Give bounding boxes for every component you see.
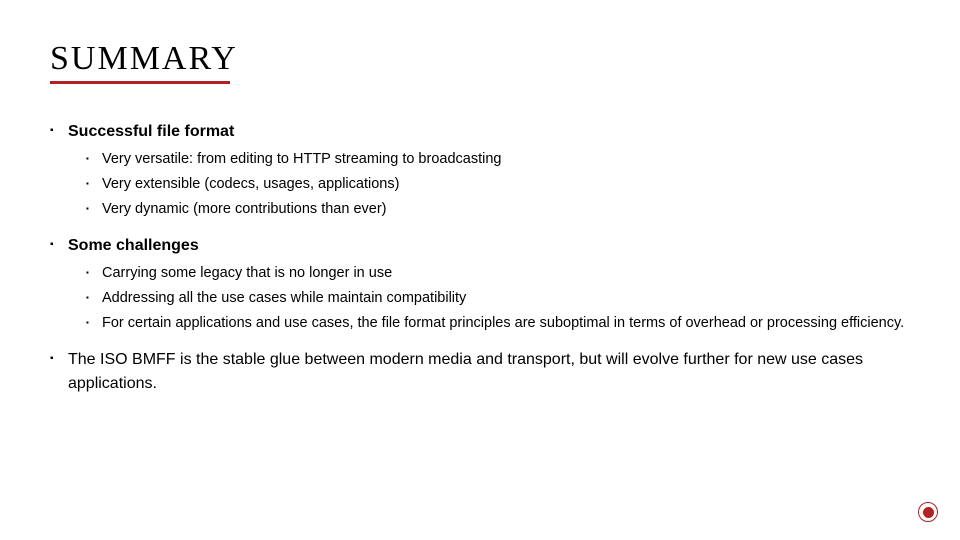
bullet-text: Carrying some legacy that is no longer i…: [102, 263, 392, 284]
slide-content: ▪ Successful file format ▪ Very versatil…: [50, 120, 910, 395]
bullet-successful-file-format: ▪ Successful file format: [50, 120, 910, 143]
bullet-text: Successful file format: [68, 120, 234, 143]
bullet-icon: ▪: [86, 263, 102, 284]
sub-bullet: ▪ For certain applications and use cases…: [86, 313, 910, 334]
bullet-icon: ▪: [86, 313, 102, 334]
bullet-text: Very extensible (codecs, usages, applica…: [102, 174, 399, 195]
title-text: SUMMARY: [50, 40, 238, 77]
corner-dot: [923, 507, 934, 518]
bullet-text: Very dynamic (more contributions than ev…: [102, 199, 387, 220]
slide-title: SUMMARY: [50, 40, 238, 78]
sub-bullet: ▪ Carrying some legacy that is no longer…: [86, 263, 910, 284]
bullet-text: Some challenges: [68, 234, 199, 257]
slide: SUMMARY ▪ Successful file format ▪ Very …: [0, 0, 960, 540]
decorative-corner-icon: [918, 502, 938, 522]
sub-bullet: ▪ Very extensible (codecs, usages, appli…: [86, 174, 910, 195]
bullet-icon: ▪: [50, 120, 68, 143]
corner-ring: [918, 502, 938, 522]
sub-bullet: ▪ Very dynamic (more contributions than …: [86, 199, 910, 220]
title-underline: [50, 81, 230, 84]
bullet-iso-bmff: ▪ The ISO BMFF is the stable glue betwee…: [50, 348, 910, 394]
bullet-icon: ▪: [86, 199, 102, 220]
bullet-icon: ▪: [86, 149, 102, 170]
bullet-text: Very versatile: from editing to HTTP str…: [102, 149, 501, 170]
bullet-text: Addressing all the use cases while maint…: [102, 288, 466, 309]
bullet-icon: ▪: [86, 288, 102, 309]
bullet-text: The ISO BMFF is the stable glue between …: [68, 348, 910, 394]
bullet-icon: ▪: [50, 348, 68, 394]
sub-bullet: ▪ Addressing all the use cases while mai…: [86, 288, 910, 309]
bullet-some-challenges: ▪ Some challenges: [50, 234, 910, 257]
bullet-icon: ▪: [50, 234, 68, 257]
bullet-text: For certain applications and use cases, …: [102, 313, 904, 334]
bullet-icon: ▪: [86, 174, 102, 195]
sub-bullet: ▪ Very versatile: from editing to HTTP s…: [86, 149, 910, 170]
